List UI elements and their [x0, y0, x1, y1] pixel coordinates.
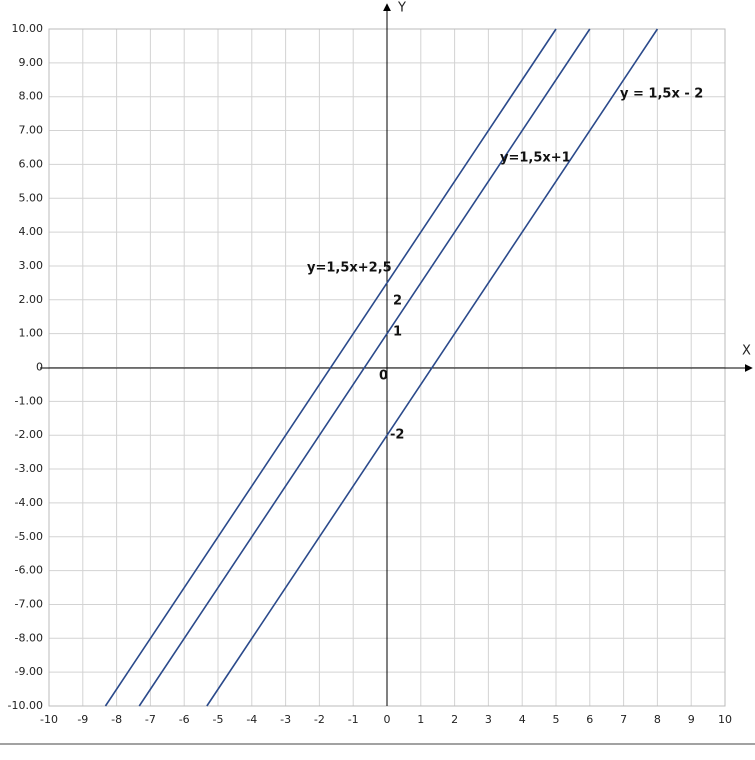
y-tick-label: -10.00	[8, 699, 43, 712]
x-tick-label: -10	[40, 713, 58, 726]
annotation: 0	[379, 369, 388, 384]
y-tick-label: 2.00	[19, 293, 44, 306]
y-tick-label: 8.00	[19, 90, 44, 103]
x-axis-label: X	[742, 344, 751, 359]
x-tick-label: 3	[485, 713, 492, 726]
y-tick-label: -2.00	[15, 428, 43, 441]
line	[206, 28, 659, 707]
x-tick-label: -3	[280, 713, 291, 726]
y-tick-label: 9.00	[19, 56, 44, 69]
line	[104, 28, 557, 707]
x-tick-label: 6	[586, 713, 593, 726]
x-tick-label: 5	[553, 713, 560, 726]
y-tick-label: -6.00	[15, 564, 43, 577]
y-tick-label: -1.00	[15, 394, 43, 407]
y-tick-label: 1.00	[19, 327, 44, 340]
y-axis-label: Y	[397, 1, 406, 16]
y-tick-label: -9.00	[15, 665, 43, 678]
x-tick-label: 7	[620, 713, 627, 726]
line-label: y=1,5x+2,5	[307, 261, 392, 276]
annotation: 2	[393, 294, 402, 309]
line-label: y=1,5x+1	[500, 151, 571, 166]
x-tick-label: 8	[654, 713, 661, 726]
x-tick-label: -2	[314, 713, 325, 726]
x-tick-label: -7	[145, 713, 156, 726]
x-tick-label: -5	[213, 713, 224, 726]
y-tick-label: -7.00	[15, 597, 43, 610]
x-tick-label: -9	[77, 713, 88, 726]
y-tick-label: -4.00	[15, 496, 43, 509]
x-tick-label: 2	[451, 713, 458, 726]
annotation: -2	[390, 428, 404, 443]
y-tick-label: -5.00	[15, 530, 43, 543]
x-tick-label: 1	[417, 713, 424, 726]
x-tick-label: -4	[246, 713, 257, 726]
y-tick-label: -8.00	[15, 631, 43, 644]
line	[138, 28, 591, 707]
x-tick-label: 4	[519, 713, 526, 726]
y-tick-label: 4.00	[19, 225, 44, 238]
x-tick-label: 9	[688, 713, 695, 726]
line-label: y = 1,5x - 2	[620, 87, 703, 102]
y-tick-label: 6.00	[19, 157, 44, 170]
x-tick-label: 0	[384, 713, 391, 726]
x-tick-label: -6	[179, 713, 190, 726]
x-tick-label: 10	[718, 713, 732, 726]
annotation: 1	[393, 325, 402, 340]
y-tick-label: -3.00	[15, 462, 43, 475]
y-tick-label: 7.00	[19, 124, 44, 137]
x-tick-label: -1	[348, 713, 359, 726]
y-tick-label: 3.00	[19, 259, 44, 272]
x-tick-label: -8	[111, 713, 122, 726]
y-tick-label: 10.00	[12, 22, 44, 35]
y-tick-label: 5.00	[19, 191, 44, 204]
y-tick-label: 0	[36, 361, 43, 374]
